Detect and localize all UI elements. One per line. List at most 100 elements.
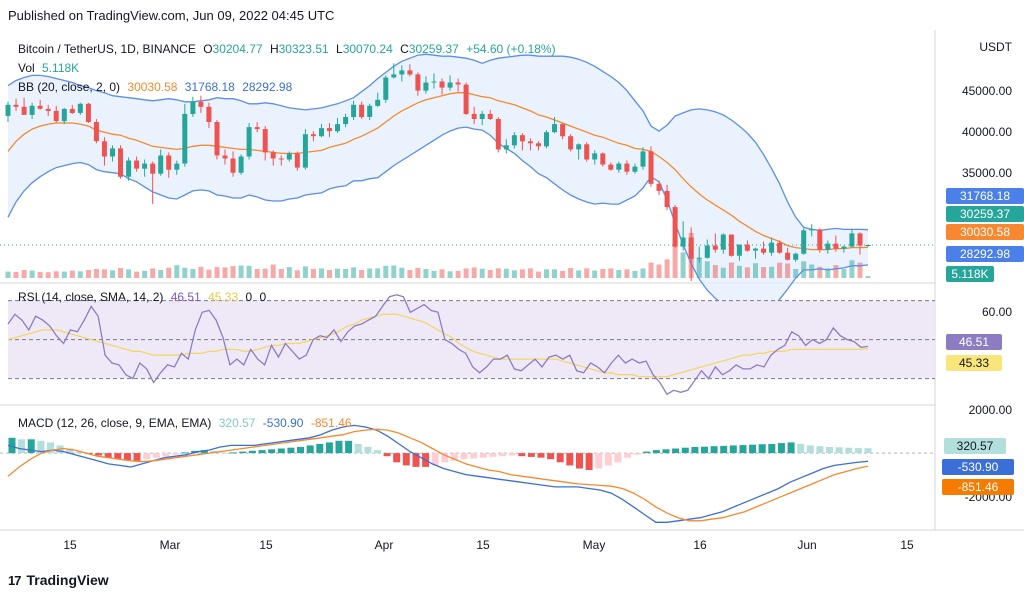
candle-body (809, 229, 815, 231)
macd-hist-bar (287, 447, 295, 454)
volume-bar (608, 268, 614, 278)
volume-bar (206, 269, 212, 278)
chart-canvas[interactable] (0, 30, 1024, 565)
volume-bar (174, 265, 180, 278)
macd-hist-bar (152, 453, 160, 458)
candle-body (110, 148, 115, 157)
volume-bar (777, 262, 783, 278)
volume-bar (696, 258, 702, 278)
volume-bar (351, 267, 357, 278)
macd-hist-bar (845, 447, 853, 454)
volume-bar (825, 268, 831, 278)
ohlc-high-label: H (269, 42, 279, 56)
volume-bar (817, 266, 823, 279)
bb-upper-value: 31768.18 (184, 80, 235, 94)
rsi-legend: RSI (14, close, SMA, 14, 2) 46.51 45.33 … (18, 290, 270, 304)
rsi-ma-value: 45.33 (208, 290, 239, 304)
candle-body (5, 104, 11, 116)
macd-hist-bar (479, 453, 487, 458)
volume-bar (439, 269, 445, 278)
volume-bar (286, 267, 292, 278)
volume-bar (632, 270, 638, 278)
macd-hist-bar (633, 453, 641, 455)
candle-body (134, 160, 140, 169)
macd-hist-bar (316, 443, 324, 454)
volume-bar (471, 267, 477, 278)
candle-body (536, 143, 541, 147)
candle-body (744, 244, 750, 251)
macd-hist-bar (624, 453, 632, 458)
volume-bar (552, 269, 557, 278)
macd-line (7, 424, 869, 523)
macd-hist-bar (383, 453, 391, 457)
volume-bar (53, 271, 59, 279)
macd-hist-bar (662, 449, 670, 454)
volume-bar (592, 270, 598, 278)
candle-body (118, 148, 123, 177)
macd-hist-bar (402, 453, 410, 466)
macd-legend: MACD (12, 26, close, 9, EMA, EMA) 320.57… (18, 416, 356, 430)
candle-body (495, 119, 501, 150)
volume-bar (190, 269, 196, 278)
volume-bar (544, 269, 549, 278)
candle-body (29, 105, 35, 115)
bb-upper-line (7, 53, 869, 232)
macd-label: MACD (12, 26, close, 9, EMA, EMA) (18, 416, 212, 430)
macd-signal-tag: -851.46 (942, 479, 1014, 495)
ohlc-close: 30259.37 (408, 42, 459, 56)
candle-body (519, 135, 525, 142)
macd-hist-bar (123, 453, 131, 460)
macd-hist-bar (758, 444, 766, 454)
volume-bar (849, 260, 855, 278)
macd-hist-bar (556, 453, 564, 463)
volume-label: Vol (18, 61, 35, 75)
candle-body (825, 243, 831, 250)
macd-hist-bar (835, 447, 843, 454)
macd-hist-bar (229, 452, 237, 454)
volume-bar (455, 270, 461, 278)
volume-bar (278, 269, 284, 278)
volume-bar (126, 269, 132, 278)
candle-body (479, 113, 485, 119)
last-price-tag: 30259.37 (946, 206, 1024, 222)
candle-body (254, 127, 260, 130)
volume-bar (93, 269, 99, 278)
tradingview-logo[interactable]: 17 TradingView (8, 572, 109, 588)
candle-body (648, 151, 654, 184)
bb-upper-tag: 31768.18 (946, 188, 1024, 204)
macd-hist-bar (268, 449, 276, 454)
candle-body (190, 101, 196, 114)
volume-bar (865, 276, 871, 278)
volume-bar (45, 272, 51, 278)
candle-body (544, 132, 549, 147)
candle-body (238, 156, 244, 173)
candle-body (640, 151, 646, 167)
bb-band-fill (8, 54, 868, 321)
volume-bar (21, 270, 27, 278)
volume-bar (519, 269, 525, 278)
volume-bar (294, 270, 300, 278)
candle-body (126, 160, 132, 177)
volume-bar (182, 267, 188, 278)
macd-hist-bar (75, 451, 83, 454)
candle-body (13, 104, 19, 107)
macd-hist-bar (787, 442, 795, 454)
time-axis-tick: Apr (374, 538, 394, 552)
volume-bar (319, 268, 324, 278)
rsi-label: RSI (14, close, SMA, 14, 2) (18, 290, 164, 304)
macd-hist-bar (27, 439, 35, 454)
macd-hist-bar (277, 448, 285, 454)
macd-hist-bar (499, 453, 506, 457)
volume-bar (367, 268, 373, 278)
candle-body (616, 163, 622, 170)
volume-bar (150, 268, 156, 278)
macd-hist-bar (527, 453, 535, 457)
macd-hist-bar (797, 443, 805, 454)
macd-hist-bar (325, 442, 333, 454)
macd-hist-bar (239, 451, 247, 454)
candle-body (343, 117, 349, 125)
volume-bar (576, 270, 582, 278)
candle-body (174, 163, 180, 170)
candle-body (688, 237, 694, 259)
macd-hist-bar (576, 453, 583, 469)
